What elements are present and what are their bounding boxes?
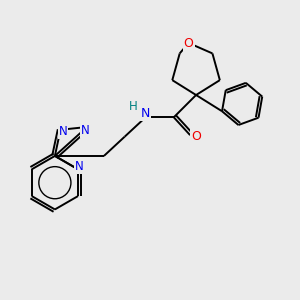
Text: N: N (58, 125, 67, 138)
Text: H: H (129, 100, 138, 112)
Text: O: O (184, 37, 194, 50)
Text: O: O (191, 130, 201, 143)
Text: N: N (75, 160, 84, 173)
Text: N: N (140, 106, 150, 120)
Text: N: N (81, 124, 90, 137)
